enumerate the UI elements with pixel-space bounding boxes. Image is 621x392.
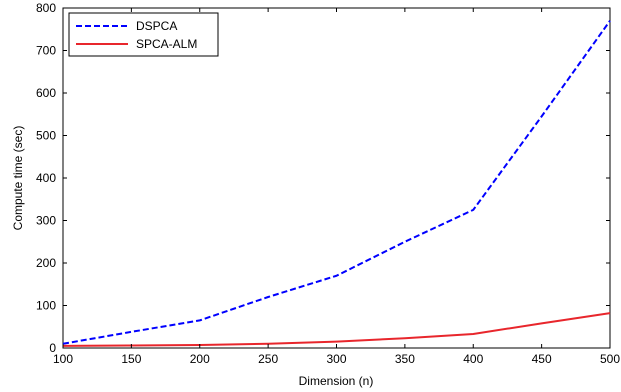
legend: DSPCA SPCA-ALM	[68, 12, 219, 57]
x-tick-label: 200	[190, 352, 210, 366]
series-line-spca-alm	[62, 312, 611, 347]
y-tick-label: 200	[36, 256, 56, 270]
x-tick-label: 100	[53, 352, 73, 366]
x-tick-label: 350	[395, 352, 415, 366]
x-tick-label: 150	[121, 352, 141, 366]
legend-label-spca-alm: SPCA-ALM	[136, 37, 197, 51]
legend-label-dspca: DSPCA	[136, 19, 177, 33]
plot-area	[62, 7, 611, 349]
y-tick-label: 800	[36, 1, 56, 15]
y-tick-label: 500	[36, 129, 56, 143]
x-tick-label: 250	[258, 352, 278, 366]
y-tick-label: 300	[36, 214, 56, 228]
x-tick-label: 450	[532, 352, 552, 366]
y-tick-label: 100	[36, 299, 56, 313]
series-layer	[62, 20, 611, 347]
x-tick-label: 500	[600, 352, 620, 366]
plot-frame	[62, 7, 611, 349]
y-tick-label: 700	[36, 44, 56, 58]
x-tick-label: 300	[326, 352, 346, 366]
x-axis: 100 150 200 250 300 350 400 450 500	[53, 8, 620, 366]
y-axis-label: Compute time (sec)	[11, 126, 25, 231]
y-tick-label: 400	[36, 171, 56, 185]
y-tick-label: 0	[49, 341, 56, 355]
series-line-dspca	[62, 20, 611, 345]
x-tick-label: 400	[463, 352, 483, 366]
y-axis: 0 100 200 300 400 500 600 700 800	[36, 1, 610, 355]
legend-box	[68, 12, 219, 57]
y-tick-label: 600	[36, 86, 56, 100]
x-axis-label: Dimension (n)	[299, 374, 374, 388]
